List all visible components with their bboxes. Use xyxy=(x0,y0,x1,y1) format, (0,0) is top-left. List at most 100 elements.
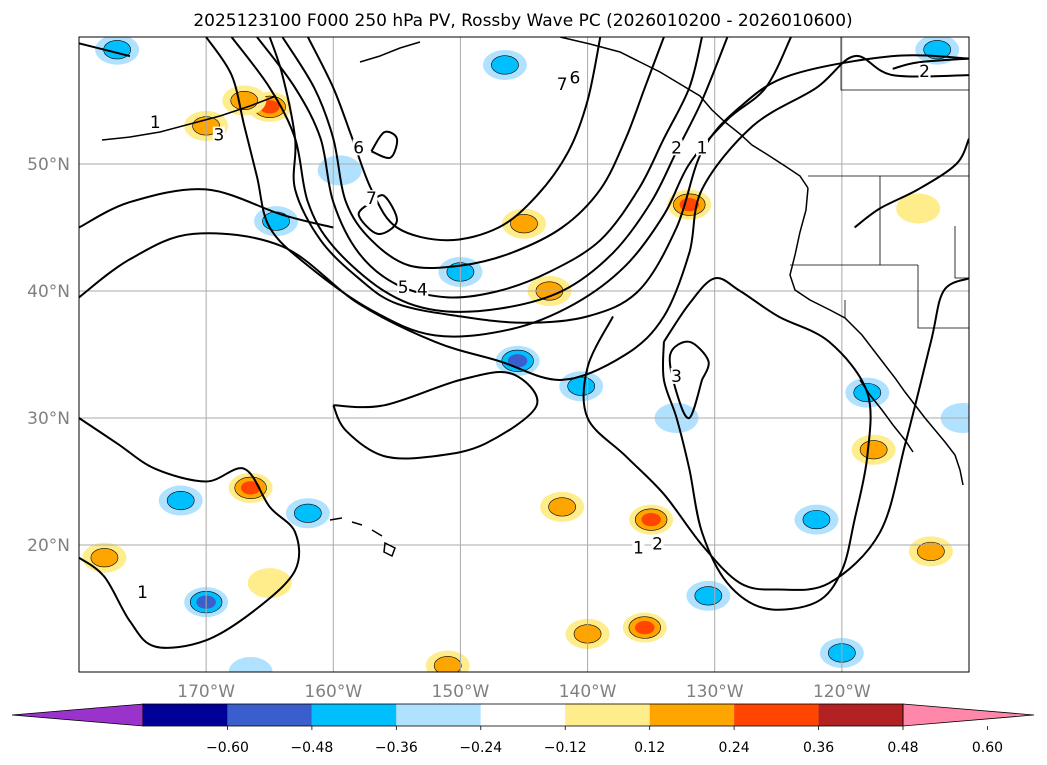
contour-label: 3 xyxy=(213,126,224,146)
contour-label-bg xyxy=(365,190,378,207)
pv-anomaly-band xyxy=(802,510,831,530)
pv-anomaly-blob-4 xyxy=(254,206,299,237)
pv-anomaly-band xyxy=(635,620,655,635)
colorbar-segment-3 xyxy=(396,704,481,726)
colorbar-segment-2 xyxy=(311,704,397,726)
colorbar-tick-label: 0.12 xyxy=(634,740,665,756)
coastlines xyxy=(101,37,964,558)
coastline-north-america xyxy=(789,187,964,486)
pv-anomaly-band xyxy=(166,491,195,511)
longitude-tick-label: 170°W xyxy=(177,682,235,702)
colorbar-segment-6 xyxy=(649,704,735,726)
pv-contour-3-7 xyxy=(668,340,710,420)
contour-label: 6 xyxy=(353,138,364,158)
contour-label: 4 xyxy=(417,281,428,301)
pv-anomaly-blob-20 xyxy=(247,568,292,599)
contour-label: 1 xyxy=(633,538,644,558)
colorbar-tick-label: 0.48 xyxy=(887,740,918,756)
pv-contour-2-5 xyxy=(661,276,872,611)
contour-label-bg xyxy=(670,139,683,156)
contour-label: 7 xyxy=(366,189,377,209)
colorbar-segment-7 xyxy=(734,704,819,726)
colorbar-frame xyxy=(142,703,904,727)
colorbar-segment-5 xyxy=(565,704,650,726)
pv-anomaly-blob-6 xyxy=(502,208,546,239)
pv-anomaly-band xyxy=(294,503,322,523)
pv-anomaly-blob-16 xyxy=(158,485,203,516)
pv-anomaly-blob-9 xyxy=(495,345,540,376)
longitude-tick-label: 150°W xyxy=(432,682,490,702)
pv-anomaly-blob-15 xyxy=(228,472,273,503)
contour-label-bg xyxy=(918,63,931,80)
pv-anomaly-band xyxy=(240,481,261,495)
coastline-aleutians xyxy=(101,41,421,141)
pv-anomaly-blob-17 xyxy=(285,498,330,529)
pv-anomaly-blob-23 xyxy=(622,612,667,643)
colorbar-segment-8 xyxy=(818,704,903,726)
contour-label: 1 xyxy=(150,113,161,133)
pv-anomaly-band xyxy=(510,214,538,234)
pv-contour-7-14 xyxy=(357,194,398,235)
pv-anomaly-band xyxy=(917,541,945,561)
contour-label-bg xyxy=(136,583,149,600)
colorbar-tick-label: −0.24 xyxy=(459,740,502,756)
pv-anomaly-band xyxy=(228,657,273,672)
colorbar-tick-label: 0.24 xyxy=(719,740,750,756)
contour-label-bg xyxy=(149,113,162,130)
pv-contour-6-13 xyxy=(370,130,399,159)
colorbar-extend-high xyxy=(902,703,1035,727)
contour-label-bg xyxy=(352,139,365,156)
contour-label: 6 xyxy=(569,68,580,88)
pv-contour-1-1 xyxy=(79,188,334,229)
pv-anomaly-blob-26 xyxy=(794,504,839,535)
colorbar-tick-label: −0.60 xyxy=(206,740,249,756)
pv-anomaly-blob-33 xyxy=(686,580,731,611)
pv-contour-1-6 xyxy=(582,277,969,591)
latitude-tick-label: 50°N xyxy=(27,155,70,175)
contour-label-bg xyxy=(397,279,410,295)
pv-anomaly-blob-21 xyxy=(540,491,585,522)
pv-contour-2-16 xyxy=(79,42,131,58)
longitude-tick-label: 130°W xyxy=(686,682,744,702)
pv-anomaly-blob-28 xyxy=(851,434,896,465)
pv-anomaly-band xyxy=(90,548,119,568)
pv-anomaly-blob-2 xyxy=(222,85,267,116)
pv-contour-1-0 xyxy=(79,55,969,381)
pv-anomaly-blob-18 xyxy=(82,542,127,573)
coastline-hawaii xyxy=(329,517,396,558)
latitude-tick-label: 40°N xyxy=(27,282,70,302)
pv-contour-1-4 xyxy=(332,371,539,460)
pv-anomaly-band xyxy=(694,586,723,606)
border-states xyxy=(790,176,969,329)
colorbar-tick-label: 0.36 xyxy=(803,740,834,756)
pv-anomaly-band xyxy=(567,376,596,396)
pv-anomaly-band xyxy=(491,55,519,75)
pv-anomaly-blob-34 xyxy=(228,657,273,672)
map-frame xyxy=(78,36,970,673)
contour-label: 2 xyxy=(919,62,930,82)
longitude-tick-label: 160°W xyxy=(304,682,362,702)
pv-anomaly-band xyxy=(859,440,888,460)
pv-contour-4-9 xyxy=(230,37,729,313)
pv-anomaly-band xyxy=(230,90,259,111)
pv-contour-1-3 xyxy=(79,417,301,649)
contour-label: 1 xyxy=(137,583,148,603)
pv-contour-2-17 xyxy=(892,57,969,70)
contour-label: 3 xyxy=(671,367,682,387)
pv-anomaly-band xyxy=(641,512,661,527)
pv-anomaly-band xyxy=(433,656,462,672)
latitude-tick-label: 30°N xyxy=(27,409,70,429)
colorbar-segment-0 xyxy=(143,704,228,726)
colorbar-tick-label: 0.60 xyxy=(972,740,1003,756)
colorbar-tick-label: −0.36 xyxy=(375,740,418,756)
pv-contour-7-12 xyxy=(307,37,602,242)
pv-contours xyxy=(79,37,969,649)
contour-label-bg xyxy=(696,139,708,156)
colorbar-extend-low xyxy=(11,703,144,727)
latitude-tick-label: 20°N xyxy=(27,536,70,556)
colorbar-tick-label: −0.48 xyxy=(290,740,333,756)
pv-contour-1-15 xyxy=(853,138,969,229)
colorbar-tick-label: −0.12 xyxy=(544,740,587,756)
colorbar: −0.60 −0.48 −0.36 −0.24 −0.12 0.12 0.24 0.36 0.4… xyxy=(11,703,1035,756)
